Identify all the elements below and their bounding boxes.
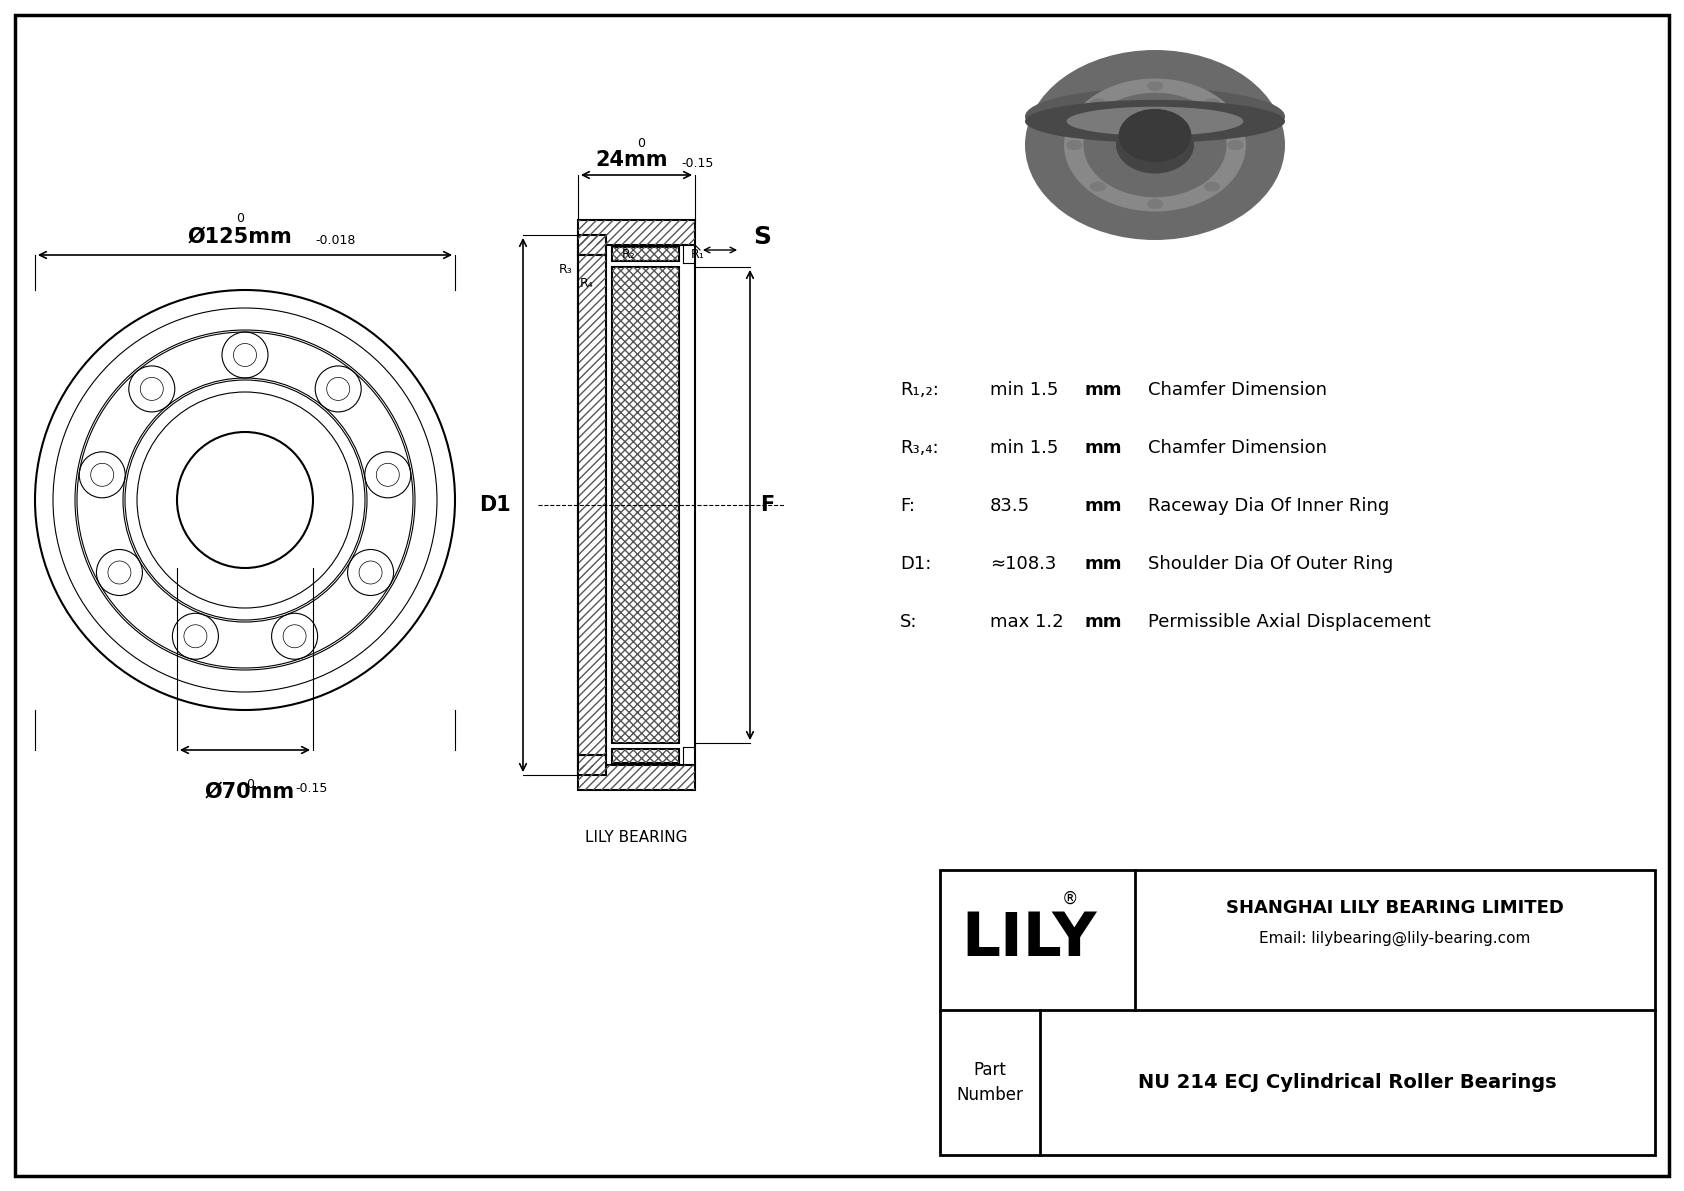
Text: D1: D1 [480,495,510,515]
Ellipse shape [1090,99,1106,108]
Text: R₁,₂:: R₁,₂: [899,381,940,399]
Text: R₁: R₁ [690,248,704,261]
Text: R₄: R₄ [579,278,594,289]
Text: min 1.5: min 1.5 [990,439,1058,457]
Bar [578,220,695,245]
Text: Email: lilybearing@lily-bearing.com: Email: lilybearing@lily-bearing.com [1260,930,1531,946]
Text: max 1.2: max 1.2 [990,613,1064,631]
Bar [578,755,606,775]
Text: Part
Number: Part Number [957,1061,1024,1104]
Text: ®: ® [1061,890,1078,908]
Bar [578,235,606,255]
Text: R₃: R₃ [559,263,573,276]
Text: S: S [753,225,771,249]
Ellipse shape [1026,50,1285,241]
Ellipse shape [1066,107,1243,136]
Bar [611,267,679,743]
Bar [578,235,606,255]
Bar [940,869,1655,1155]
Text: -0.15: -0.15 [682,157,714,170]
Text: -0.15: -0.15 [295,782,327,796]
Text: R₂: R₂ [621,248,635,261]
Bar [578,765,695,790]
Text: Ø70mm: Ø70mm [205,782,295,802]
Text: mm: mm [1084,381,1123,399]
Text: D1:: D1: [899,555,931,573]
Text: R₃,₄:: R₃,₄: [899,439,938,457]
Ellipse shape [1147,81,1164,91]
Text: Shoulder Dia Of Outer Ring: Shoulder Dia Of Outer Ring [1148,555,1393,573]
Ellipse shape [1066,141,1083,150]
Text: S:: S: [899,613,918,631]
Bar [578,765,695,790]
Text: NU 214 ECJ Cylindrical Roller Bearings: NU 214 ECJ Cylindrical Roller Bearings [1138,1073,1556,1092]
Text: 0: 0 [638,137,645,150]
Bar [611,749,679,763]
Ellipse shape [1147,199,1164,208]
Text: SHANGHAI LILY BEARING LIMITED: SHANGHAI LILY BEARING LIMITED [1226,899,1564,917]
Bar [578,255,606,755]
Ellipse shape [1090,182,1106,192]
Text: Chamfer Dimension: Chamfer Dimension [1148,439,1327,457]
Text: Chamfer Dimension: Chamfer Dimension [1148,381,1327,399]
Bar [611,267,679,743]
Text: F: F [759,495,775,515]
Text: mm: mm [1084,497,1123,515]
Ellipse shape [1064,79,1246,212]
Text: LILY: LILY [962,910,1098,969]
Ellipse shape [1204,182,1219,192]
Ellipse shape [1083,93,1226,198]
Text: -0.018: -0.018 [315,233,355,247]
Text: Permissible Axial Displacement: Permissible Axial Displacement [1148,613,1431,631]
Text: min 1.5: min 1.5 [990,381,1058,399]
Bar [578,220,695,245]
Bar [578,755,606,775]
Text: mm: mm [1084,613,1123,631]
Text: mm: mm [1084,439,1123,457]
Text: mm: mm [1084,555,1123,573]
Ellipse shape [1026,100,1285,143]
Text: 83.5: 83.5 [990,497,1031,515]
Text: 24mm: 24mm [594,150,669,170]
Ellipse shape [1116,117,1194,174]
Bar [611,247,679,261]
Bar [578,255,606,755]
Ellipse shape [1228,141,1243,150]
Bar [611,247,679,261]
Text: F:: F: [899,497,914,515]
Ellipse shape [1118,108,1191,162]
Text: 0: 0 [236,212,244,225]
Text: Ø125mm: Ø125mm [187,227,293,247]
Text: Raceway Dia Of Inner Ring: Raceway Dia Of Inner Ring [1148,497,1389,515]
Ellipse shape [1204,99,1219,108]
Text: 0: 0 [246,778,254,791]
Text: LILY BEARING: LILY BEARING [586,830,687,844]
Text: ≈108.3: ≈108.3 [990,555,1056,573]
Bar [611,749,679,763]
Ellipse shape [1026,88,1285,145]
